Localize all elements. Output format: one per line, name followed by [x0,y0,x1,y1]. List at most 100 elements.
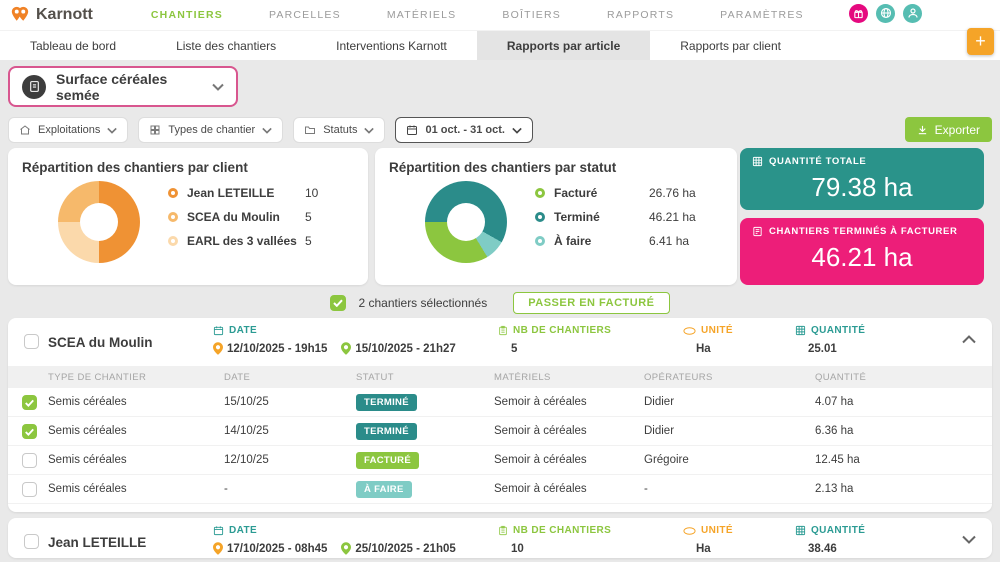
chevron-down-icon[interactable] [962,535,976,544]
top-navigation-bar: Karnott CHANTIERS PARCELLES MATÉRIELS BO… [0,0,1000,30]
invoice-icon [753,226,762,237]
filter-types-de-chantier[interactable]: Types de chantier [138,117,284,143]
qty-value: 25.01 [808,343,837,355]
filter-statuts[interactable]: Statuts [293,117,386,143]
check-icon [25,428,34,436]
kpi-label-text: CHANTIERS TERMINÉS À FACTURER [769,226,958,237]
tab-tableau-de-bord[interactable]: Tableau de bord [30,38,117,53]
kpi-quantite-totale: QUANTITÉ TOTALE 79.38 ha [740,148,984,210]
cell-materiel: Semoir à céréales [494,425,587,437]
legend-label: Facturé [554,186,598,200]
article-icon [22,74,46,99]
donut-hole [447,203,485,241]
nav-parametres[interactable]: PARAMÈTRES [720,9,804,21]
cell-date: 12/10/25 [224,454,269,466]
nav-boitiers[interactable]: BOÎTIERS [502,9,561,21]
globe-icon[interactable] [876,3,895,23]
main-nav: CHANTIERS PARCELLES MATÉRIELS BOÎTIERS R… [151,9,804,21]
cell-materiel: Semoir à céréales [494,454,587,466]
filter-exploitations[interactable]: Exploitations [8,117,129,143]
passer-en-facture-button[interactable]: PASSER EN FACTURÉ [513,292,670,314]
legend-item: Jean LETEILLE 10 [168,186,343,200]
unit-column-label: UNITÉ [701,525,733,536]
nav-rapports[interactable]: RAPPORTS [607,9,675,21]
legend-value: 5 [305,234,312,248]
row-checkbox[interactable] [22,395,37,410]
group-checkbox[interactable] [24,334,39,349]
legend-item: Facturé 26.76 ha [535,186,710,200]
cell-operateur: Didier [644,396,675,408]
row-checkbox[interactable] [22,482,37,497]
clipboard-icon [499,325,507,336]
cell-type: Semis céréales [48,425,127,437]
selection-row: 2 chantiers sélectionnés PASSER EN FACTU… [0,290,1000,316]
col-operateurs: OPÉRATEURS [644,372,713,383]
table-row[interactable]: Semis céréales - À FAIRE Semoir à céréal… [8,475,992,504]
chevron-down-icon [107,127,118,134]
tab-rapports-par-client[interactable]: Rapports par client [680,38,781,53]
legend-value: 6.41 ha [649,234,690,248]
export-button[interactable]: Exporter [904,117,992,142]
chart-card-statut: Répartition des chantiers par statut Fac… [375,148,737,285]
legend-value: 10 [305,186,319,200]
status-badge: TERMINÉ [356,423,417,440]
chevron-up-icon[interactable] [962,335,976,344]
selection-count-text: 2 chantiers sélectionnés [358,296,488,310]
legend-item: Terminé 46.21 ha [535,210,710,224]
report-select-value: Surface céréales semée [56,70,168,103]
add-button[interactable]: + [967,28,994,55]
kpi-value: 79.38 ha [811,172,913,202]
chart-card-clients: Répartition des chantiers par client Jea… [8,148,368,285]
unit-value: Ha [696,343,711,355]
check-icon [25,399,34,407]
table-row[interactable]: Semis céréales 15/10/25 TERMINÉ Semoir à… [8,388,992,417]
group-header[interactable]: SCEA du Moulin DATE 12/10/2025 - 19h15 1… [8,318,992,366]
group-checkbox[interactable] [24,534,39,549]
nb-value: 10 [511,543,524,555]
tab-rapports-par-article[interactable]: Rapports par article [476,31,651,60]
nav-parcelles[interactable]: PARCELLES [268,9,341,21]
legend-label: Terminé [554,210,600,224]
map-pin-start-icon [213,342,223,355]
unit-icon [683,326,696,335]
legend-ring [168,236,178,246]
table-row[interactable]: Semis céréales 14/10/25 TERMINÉ Semoir à… [8,417,992,446]
group-header[interactable]: Jean LETEILLE DATE 17/10/2025 - 08h45 25… [8,518,992,558]
nav-materiels[interactable]: MATÉRIELS [386,9,457,21]
qty-column-label: QUANTITÉ [811,525,866,536]
group-date-column: DATE 12/10/2025 - 19h15 15/10/2025 - 21h… [213,325,456,355]
date-end: 25/10/2025 - 21h05 [355,542,456,555]
row-checkbox[interactable] [22,424,37,439]
tab-interventions-karnott[interactable]: Interventions Karnott [336,38,447,53]
cell-materiel: Semoir à céréales [494,483,587,495]
calendar-icon [406,124,418,136]
filter-date-range[interactable]: 01 oct. - 31 oct. [395,117,533,143]
donut-chart-clients [58,181,140,263]
chart-title: Répartition des chantiers par client [22,160,248,175]
report-article-select[interactable]: Surface céréales semée [8,66,238,107]
cell-operateur: Grégoire [644,454,689,466]
kpi-label-text: QUANTITÉ TOTALE [769,156,867,167]
legend-ring [168,188,178,198]
export-label: Exporter [934,122,980,137]
nav-chantiers[interactable]: CHANTIERS [150,9,223,21]
group-nb-column: NB DE CHANTIERS 10 [498,525,611,555]
karnott-logo[interactable]: Karnott [10,6,93,24]
date-range-value: 01 oct. - 31 oct. [425,124,505,136]
select-all-checkbox[interactable] [330,295,347,311]
clipboard-icon [499,525,507,536]
table-row[interactable]: Semis céréales 12/10/25 FACTURÉ Semoir à… [8,446,992,475]
chevron-down-icon [512,127,522,134]
group-qty-column: QUANTITÉ 38.46 [795,525,865,555]
quantity-icon [795,325,806,336]
gift-icon[interactable] [849,3,868,23]
filter-label: Statuts [323,124,358,136]
user-icon[interactable] [903,3,922,23]
tab-liste-des-chantiers[interactable]: Liste des chantiers [176,38,277,53]
calendar-icon [213,326,224,336]
qty-value: 38.46 [808,543,837,555]
group-qty-column: QUANTITÉ 25.01 [795,325,865,355]
unit-column-label: UNITÉ [701,325,733,336]
row-checkbox[interactable] [22,453,37,468]
chevron-down-icon [364,127,375,134]
